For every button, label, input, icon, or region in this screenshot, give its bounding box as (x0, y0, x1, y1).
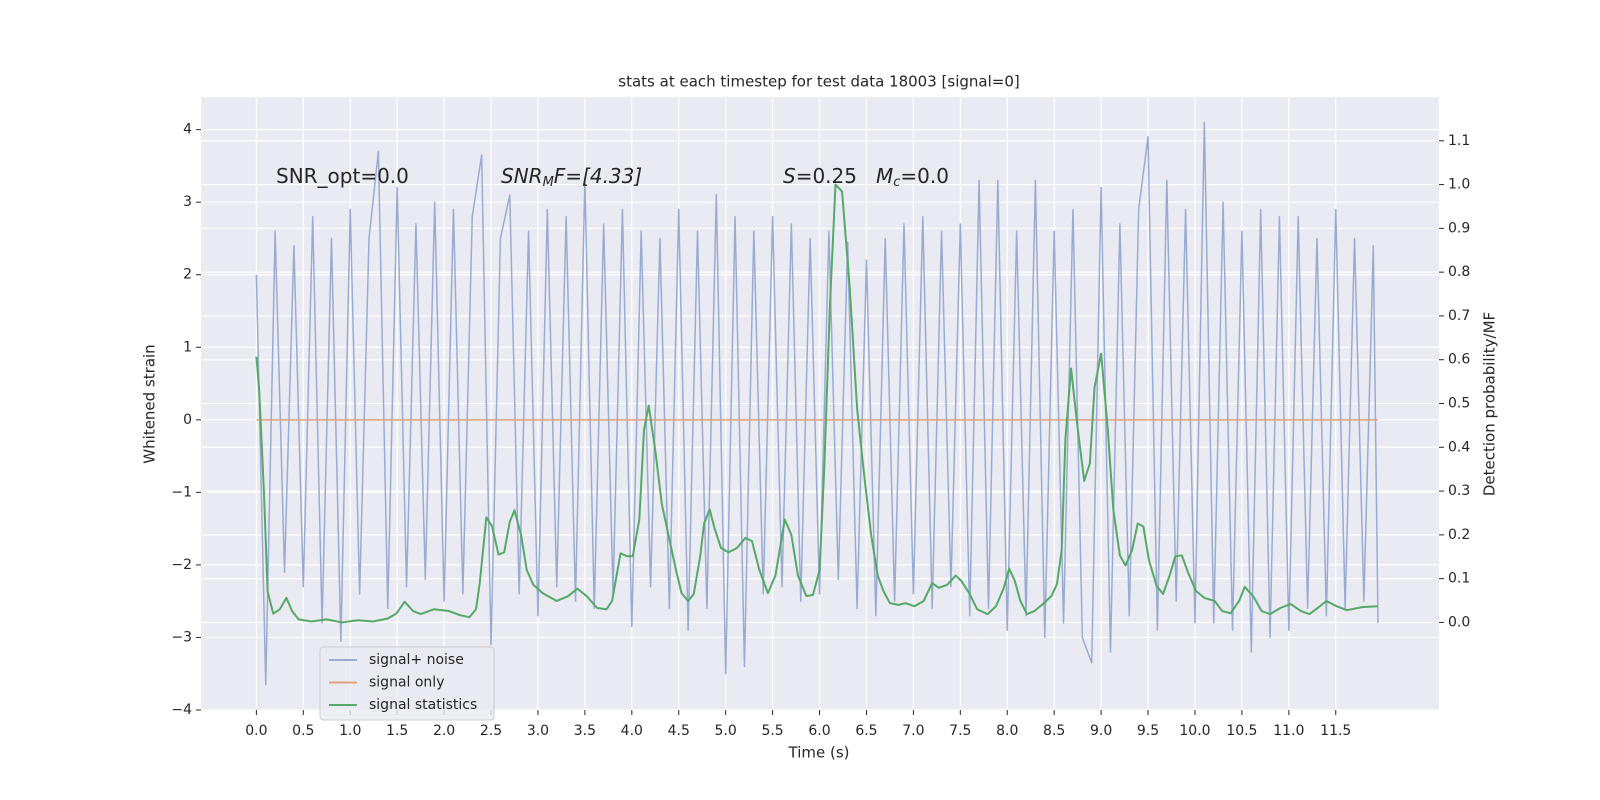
annotation: SNR_opt=0.0 (276, 164, 409, 188)
series-line (255, 121, 1379, 686)
x-tick-label: 3.5 (574, 723, 596, 739)
y-tick-label: −3 (171, 629, 192, 645)
y-tick-label: 3 (183, 194, 192, 210)
x-tick-label: 4.0 (621, 723, 643, 739)
y-tick-label: 4 (183, 122, 192, 138)
x-tick-label: 4.5 (668, 723, 690, 739)
x-tick-label: 6.5 (855, 723, 877, 739)
y-tick-label: 1 (183, 339, 192, 355)
y2-tick-label: 0.7 (1448, 308, 1470, 324)
y2-tick-label: 0.3 (1448, 483, 1470, 499)
y2-tick-label: 0.5 (1448, 396, 1470, 412)
annotation: S=0.25 (783, 164, 857, 188)
series-line (255, 183, 1379, 624)
x-tick-label: 6.0 (808, 723, 830, 739)
annotation-subscript: M (543, 175, 554, 190)
y-tick-label: −2 (171, 557, 192, 573)
y2-tick-label: 0.8 (1448, 264, 1470, 280)
y2-axis-label: Detection probability/MF (1481, 312, 1499, 496)
x-tick-label: 7.0 (902, 723, 924, 739)
x-tick-label: 0.5 (292, 723, 314, 739)
x-tick-label: 2.0 (433, 723, 455, 739)
x-tick-label: 1.0 (339, 723, 361, 739)
x-tick-label: 2.5 (480, 723, 502, 739)
x-tick-label: 10.5 (1226, 723, 1257, 739)
annotation-text: SNR (501, 164, 543, 188)
x-tick-label: 1.5 (386, 723, 408, 739)
x-tick-label: 7.5 (949, 723, 971, 739)
legend-box (319, 646, 495, 721)
y2-tick-label: 1.1 (1448, 133, 1470, 149)
y-tick-label: −4 (171, 702, 192, 718)
y2-tick-label: 1.0 (1448, 177, 1470, 193)
y-tick-label: 0 (183, 412, 192, 428)
y-axis-label: Whitened strain (141, 344, 159, 463)
y-tick-label: −1 (171, 484, 192, 500)
annotation-text: F=[4.33] (554, 164, 642, 188)
x-tick-label: 3.0 (527, 723, 549, 739)
x-tick-label: 11.5 (1320, 723, 1351, 739)
legend-label: signal+ noise (369, 652, 464, 668)
annotation-subscript: c (893, 175, 900, 190)
annotation: SNRMF=[4.33] (501, 164, 642, 190)
annotation-text: =0.0 (900, 164, 949, 188)
x-tick-label: 9.5 (1137, 723, 1159, 739)
x-tick-label: 11.0 (1273, 723, 1304, 739)
y2-tick-label: 0.2 (1448, 527, 1470, 543)
x-axis-label: Time (s) (788, 744, 850, 762)
x-tick-label: 9.0 (1090, 723, 1112, 739)
x-tick-label: 10.0 (1179, 723, 1210, 739)
annotation: Mc=0.0 (876, 164, 949, 190)
annotation-text: S (783, 164, 796, 188)
x-tick-label: 5.5 (761, 723, 783, 739)
chart-title: stats at each timestep for test data 180… (618, 73, 1019, 91)
y2-tick-label: 0.1 (1448, 571, 1470, 587)
annotation-text: SNR_opt=0.0 (276, 164, 409, 188)
y2-tick-label: 0.9 (1448, 220, 1470, 236)
y2-tick-label: 0.0 (1448, 614, 1470, 630)
annotation-text: =0.25 (796, 164, 857, 188)
y2-tick-label: 0.4 (1448, 439, 1470, 455)
x-tick-label: 0.0 (245, 723, 267, 739)
x-tick-label: 5.0 (715, 723, 737, 739)
x-tick-label: 8.5 (1043, 723, 1065, 739)
legend-label: signal statistics (369, 697, 477, 713)
y-tick-label: 2 (183, 267, 192, 283)
legend-label: signal only (369, 675, 444, 691)
annotation-text: M (876, 164, 893, 188)
y2-tick-label: 0.6 (1448, 352, 1470, 368)
x-tick-label: 8.0 (996, 723, 1018, 739)
